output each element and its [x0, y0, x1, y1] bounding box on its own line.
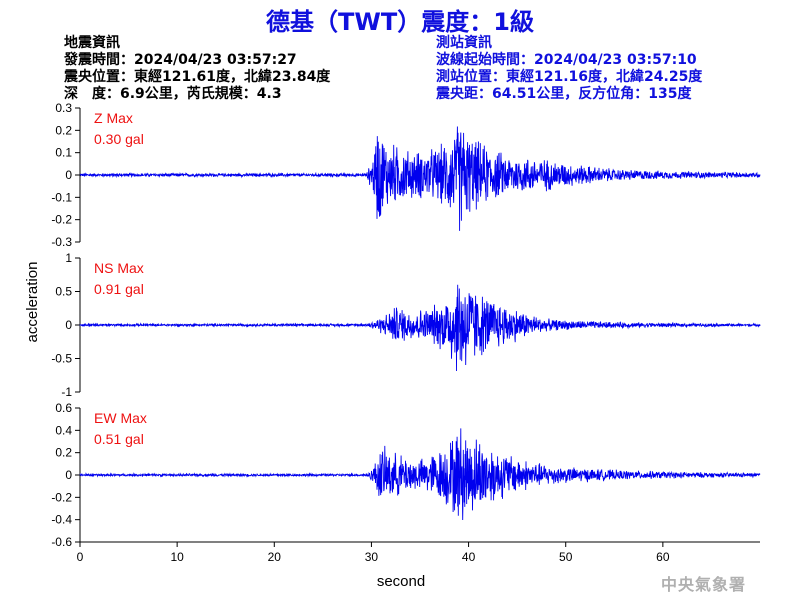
y-tick-label-1-4: 1: [65, 251, 72, 265]
y-tick-label-1-3: 0.5: [55, 285, 72, 299]
y-tick-label-1-2: 0: [65, 318, 72, 332]
y-tick-label-2-1: -0.4: [51, 513, 72, 527]
trace-z: [79, 126, 761, 231]
station-position: 測站位置：東經121.16度，北緯24.25度: [436, 69, 703, 85]
x-tick-label-1: 10: [170, 550, 184, 564]
page-title: 德基（TWT）震度：1級: [266, 8, 534, 36]
earthquake-info: 地震資訊 發震時間：2024/04/23 03:57:27 震央位置：東經121…: [64, 35, 330, 103]
y-tick-label-2-3: 0: [65, 468, 72, 482]
panel-max-value-0: 0.30 gal: [94, 131, 144, 147]
x-tick-label-6: 60: [656, 550, 670, 564]
y-tick-label-2-4: 0.2: [55, 446, 72, 460]
y-tick-label-1-0: -1: [61, 385, 72, 399]
panel-max-value-2: 0.51 gal: [94, 431, 144, 447]
earthquake-info-header: 地震資訊: [64, 35, 120, 51]
y-tick-label-0-1: -0.2: [51, 213, 72, 227]
x-tick-label-2: 20: [268, 550, 282, 564]
wave-start-time: 波線起始時間：2024/04/23 03:57:10: [436, 52, 697, 68]
panel-label-2: EW Max: [94, 410, 147, 426]
depth-magnitude: 深 度：6.9公里，芮氏規模：4.3: [64, 86, 282, 102]
station-info: 測站資訊 波線起始時間：2024/04/23 03:57:10 測站位置：東經1…: [436, 35, 702, 103]
y-tick-label-2-2: -0.2: [51, 490, 72, 504]
agency-footer: 中央氣象署: [660, 575, 746, 594]
trace-ew: [79, 428, 761, 521]
panel-max-value-1: 0.91 gal: [94, 281, 144, 297]
y-tick-label-0-5: 0.2: [55, 123, 72, 137]
y-tick-label-0-6: 0.3: [55, 101, 72, 115]
origin-time: 發震時間：2024/04/23 03:57:27: [64, 52, 297, 68]
x-tick-label-4: 40: [462, 550, 476, 564]
y-tick-label-0-2: -0.1: [51, 190, 72, 204]
x-axis-label: second: [377, 573, 425, 590]
y-axis-label: acceleration: [24, 262, 41, 343]
y-tick-label-1-1: -0.5: [51, 352, 72, 366]
y-tick-label-2-0: -0.6: [51, 535, 72, 549]
x-tick-label-5: 50: [559, 550, 573, 564]
x-tick-label-0: 0: [77, 550, 84, 564]
epicenter-position: 震央位置：東經121.61度，北緯23.84度: [64, 69, 331, 85]
y-tick-label-0-0: -0.3: [51, 235, 72, 249]
x-tick-label-3: 30: [365, 550, 379, 564]
y-tick-label-0-3: 0: [65, 168, 72, 182]
epicentral-distance: 震央距：64.51公里，反方位角：135度: [436, 86, 692, 102]
station-info-header: 測站資訊: [436, 35, 492, 51]
panel-label-1: NS Max: [94, 260, 144, 276]
trace-ns: [79, 284, 761, 372]
y-tick-label-2-5: 0.4: [55, 423, 72, 437]
panel-label-0: Z Max: [94, 110, 133, 126]
y-tick-label-2-6: 0.6: [55, 401, 72, 415]
y-tick-label-0-4: 0.1: [55, 146, 72, 160]
